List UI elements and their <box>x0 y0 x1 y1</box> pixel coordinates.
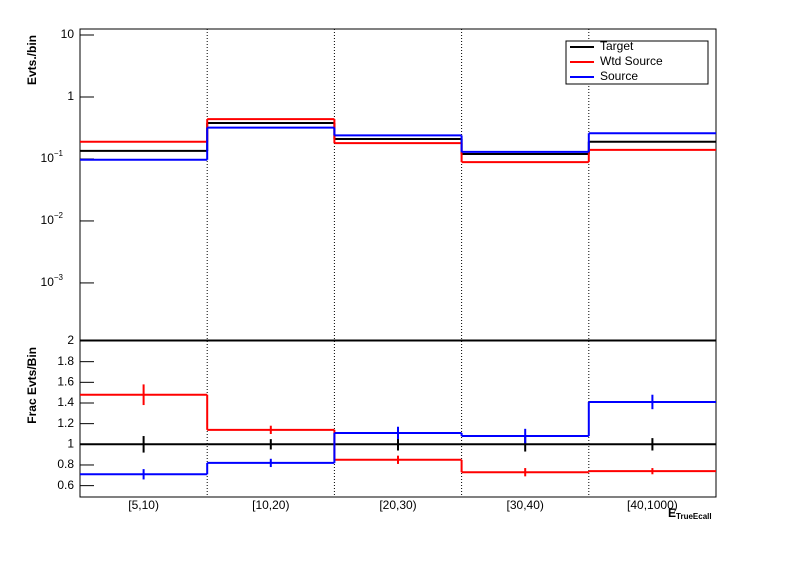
y-tick-base: 10 <box>41 275 55 289</box>
x-tick-label: [10,20) <box>252 498 289 512</box>
y-tick-label: 1 <box>67 89 74 103</box>
y-tick-exponent: −3 <box>54 273 64 282</box>
plot-frame <box>79 28 717 341</box>
y-tick-exponent: −1 <box>54 149 64 158</box>
x-axis-title-sub: TrueEcall <box>676 512 712 521</box>
x-tick-label: [5,10) <box>128 498 159 512</box>
y-tick-label: 1.8 <box>57 354 74 368</box>
y-tick-label: 10−1 <box>41 149 64 165</box>
y-tick-base: 10 <box>41 151 55 165</box>
y-tick-label: 2 <box>67 333 74 347</box>
plot-frame <box>79 340 717 498</box>
y-tick-base: 10 <box>41 213 55 227</box>
y-tick-label: 1.2 <box>57 416 74 430</box>
x-tick-label: [30,40) <box>507 498 544 512</box>
x-tick-label: [20,30) <box>379 498 416 512</box>
y-tick-exponent: −2 <box>54 211 64 220</box>
y-tick-label: 1.4 <box>57 395 74 409</box>
legend-label: Target <box>600 39 634 53</box>
x-axis-title: ETrueEcall <box>668 506 712 521</box>
y-axis-title: Frac Evts/Bin <box>25 347 39 424</box>
legend-label: Wtd Source <box>600 54 663 68</box>
y-tick-label: 10−2 <box>41 211 64 227</box>
y-axis-title: Evts./bin <box>25 35 39 85</box>
y-tick-label: 1.6 <box>57 374 74 388</box>
y-tick-label: 1 <box>67 436 74 450</box>
x-axis-title-main: E <box>668 506 676 520</box>
x-tick-label: [40,1000) <box>627 498 678 512</box>
y-tick-label: 10−3 <box>41 273 64 289</box>
legend-label: Source <box>600 69 638 83</box>
y-tick-label: 0.6 <box>57 478 74 492</box>
y-tick-label: 10 <box>61 27 75 41</box>
y-tick-label: 0.8 <box>57 457 74 471</box>
